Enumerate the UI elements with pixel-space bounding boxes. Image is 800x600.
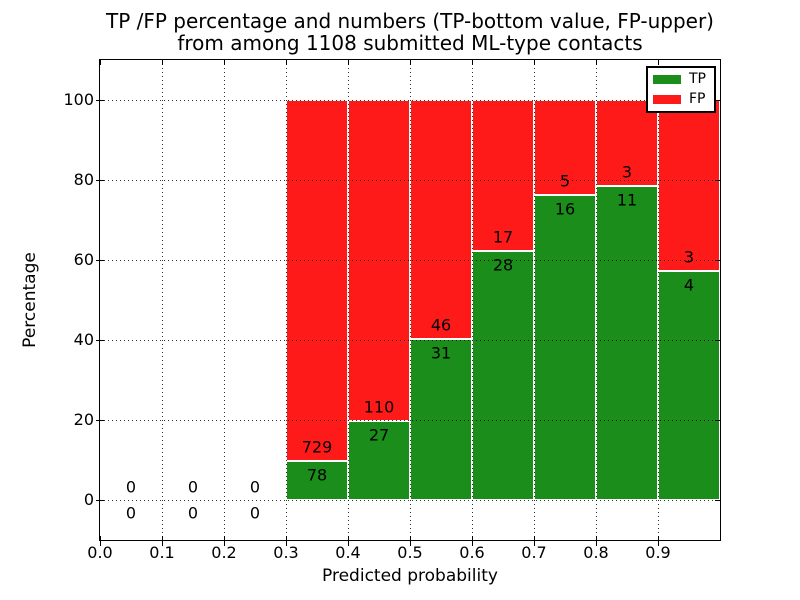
x-tick-label: 0.4 [335, 543, 361, 562]
bar-value-fp: 0 [249, 477, 261, 497]
bar-value-tp: 28 [492, 255, 514, 275]
x-tick-bottom [286, 536, 287, 546]
x-tick-bottom [658, 536, 659, 546]
x-tick-bottom [348, 536, 349, 546]
bar-value-tp: 0 [249, 503, 261, 523]
bar-value-fp: 3 [683, 247, 695, 267]
y-tick-left [96, 420, 104, 421]
x-tick-top [658, 60, 659, 65]
bar-segment-fp [410, 100, 472, 339]
y-tick-label: 80 [73, 170, 94, 189]
y-tick-label: 20 [73, 410, 94, 429]
x-tick-label: 0.0 [87, 543, 113, 562]
bar-value-fp: 0 [187, 477, 199, 497]
gridline-vertical [162, 60, 163, 540]
bar-value-tp: 11 [616, 190, 638, 210]
legend-label-tp: TP [689, 71, 706, 88]
x-tick-bottom [472, 536, 473, 546]
x-tick-top [348, 60, 349, 65]
bar-value-fp: 0 [125, 477, 137, 497]
bar-value-tp: 16 [554, 199, 576, 219]
x-tick-top [596, 60, 597, 65]
x-tick-label: 0.3 [273, 543, 299, 562]
gridline-vertical [472, 60, 473, 540]
bar-value-tp: 4 [683, 275, 695, 295]
x-tick-bottom [596, 536, 597, 546]
bar-segment-fp [658, 100, 720, 272]
bar-value-fp: 729 [301, 437, 333, 457]
bar-value-fp: 3 [621, 162, 633, 182]
legend: TP FP [646, 66, 716, 113]
legend-item-tp: TP [653, 72, 709, 87]
legend-item-fp: FP [653, 90, 709, 107]
bar-value-fp: 5 [559, 171, 571, 191]
y-tick-right [715, 100, 720, 101]
x-tick-label: 0.7 [521, 543, 547, 562]
bar-segment-tp [658, 271, 720, 500]
bar-value-fp: 46 [430, 315, 452, 335]
y-tick-label: 100 [63, 90, 94, 109]
x-tick-top [100, 60, 101, 65]
x-tick-top [534, 60, 535, 65]
gridline-vertical [224, 60, 225, 540]
bar-segment-fp [472, 100, 534, 252]
legend-label-fp: FP [689, 90, 706, 107]
y-tick-left [96, 500, 104, 501]
x-tick-label: 0.2 [211, 543, 237, 562]
y-tick-right [715, 180, 720, 181]
chart-title-line-1: TP /FP percentage and numbers (TP-bottom… [106, 9, 714, 33]
x-tick-bottom [162, 536, 163, 546]
x-tick-label: 0.5 [397, 543, 423, 562]
legend-swatch-tp [653, 75, 681, 85]
y-tick-label: 60 [73, 250, 94, 269]
y-tick-label: 40 [73, 330, 94, 349]
x-axis-label: Predicted probability [322, 566, 498, 586]
y-tick-left [96, 260, 104, 261]
chart-title-line-2: from among 1108 submitted ML-type contac… [177, 31, 643, 55]
gridline-vertical [410, 60, 411, 540]
x-tick-bottom [534, 536, 535, 546]
bar-segment-tp [596, 185, 658, 500]
x-tick-bottom [224, 536, 225, 546]
x-tick-label: 0.6 [459, 543, 485, 562]
y-tick-right [715, 420, 720, 421]
bar-segment-tp [286, 461, 348, 500]
bar-value-tp: 0 [125, 503, 137, 523]
y-tick-left [96, 100, 104, 101]
y-tick-left [96, 180, 104, 181]
x-tick-top [162, 60, 163, 65]
x-tick-top [472, 60, 473, 65]
gridline-vertical [596, 60, 597, 540]
x-tick-top [410, 60, 411, 65]
y-tick-left [96, 340, 104, 341]
bar-value-fp: 17 [492, 227, 514, 247]
bar-segment-tp [534, 195, 596, 500]
chart-title: TP /FP percentage and numbers (TP-bottom… [100, 10, 720, 54]
y-tick-right [715, 500, 720, 501]
bar-value-tp: 27 [368, 425, 390, 445]
gridline-vertical [534, 60, 535, 540]
bar-segment-fp [286, 100, 348, 462]
x-tick-label: 0.9 [645, 543, 671, 562]
y-tick-right [715, 260, 720, 261]
gridline-vertical [658, 60, 659, 540]
bar-value-tp: 31 [430, 343, 452, 363]
y-tick-right [715, 340, 720, 341]
gridline-vertical [286, 60, 287, 540]
bar-value-tp: 0 [187, 503, 199, 523]
x-tick-top [286, 60, 287, 65]
gridline-vertical [348, 60, 349, 540]
x-tick-label: 0.1 [149, 543, 175, 562]
bar-segment-tp [472, 251, 534, 500]
bar-value-fp: 110 [363, 397, 395, 417]
x-tick-top [224, 60, 225, 65]
bar-value-tp: 78 [306, 465, 328, 485]
legend-swatch-fp [653, 94, 681, 104]
x-tick-bottom [100, 536, 101, 546]
x-tick-label: 0.8 [583, 543, 609, 562]
x-tick-bottom [410, 536, 411, 546]
y-tick-label: 0 [83, 490, 94, 509]
